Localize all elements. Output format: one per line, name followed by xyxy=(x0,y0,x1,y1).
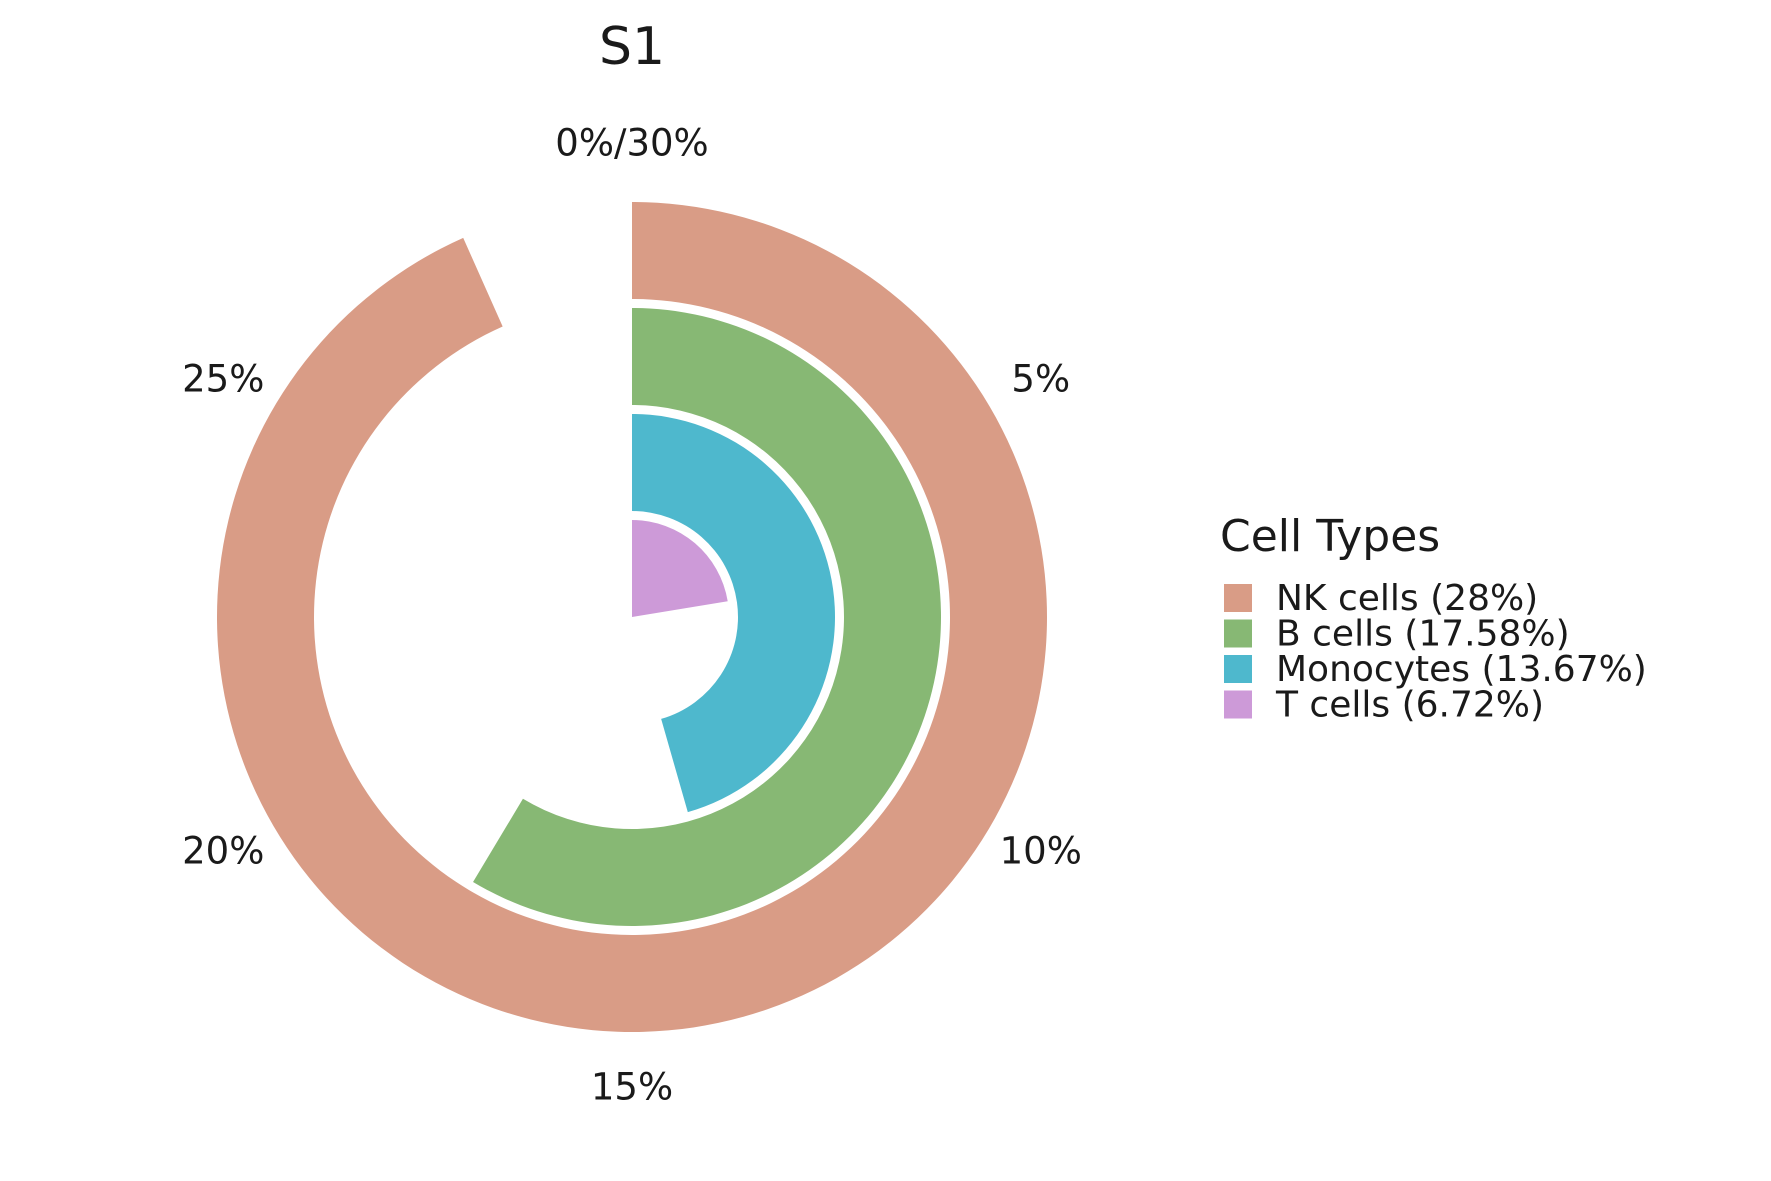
legend-title: Cell Types xyxy=(1220,511,1440,562)
tick-label: 15% xyxy=(591,1066,673,1109)
legend-label: Monocytes (13.67%) xyxy=(1276,649,1647,690)
legend-label: T cells (6.72%) xyxy=(1275,685,1544,726)
legend-swatch xyxy=(1224,690,1252,719)
bar-monocytes xyxy=(632,414,835,813)
legend: Cell Types NK cells (28%)B cells (17.58%… xyxy=(1220,511,1647,726)
tick-label: 0%/30% xyxy=(555,122,708,165)
legend-swatch xyxy=(1224,619,1252,648)
legend-swatch xyxy=(1224,655,1252,683)
axis-ticks: 0%/30% 5% 10% 15% 20% 25% xyxy=(182,122,1082,1109)
legend-label: B cells (17.58%) xyxy=(1276,614,1570,655)
tick-label: 20% xyxy=(182,830,264,873)
bar-b-cells xyxy=(473,308,941,926)
tick-label: 10% xyxy=(1000,830,1082,873)
legend-label: NK cells (28%) xyxy=(1276,578,1538,619)
bar-t-cells xyxy=(632,520,728,617)
tick-label: 5% xyxy=(1011,358,1070,401)
legend-swatch xyxy=(1224,584,1252,612)
bars-group xyxy=(217,202,1048,1032)
chart-title: S1 xyxy=(599,17,665,77)
tick-label: 25% xyxy=(182,358,264,401)
legend-items: NK cells (28%)B cells (17.58%)Monocytes … xyxy=(1224,578,1647,726)
